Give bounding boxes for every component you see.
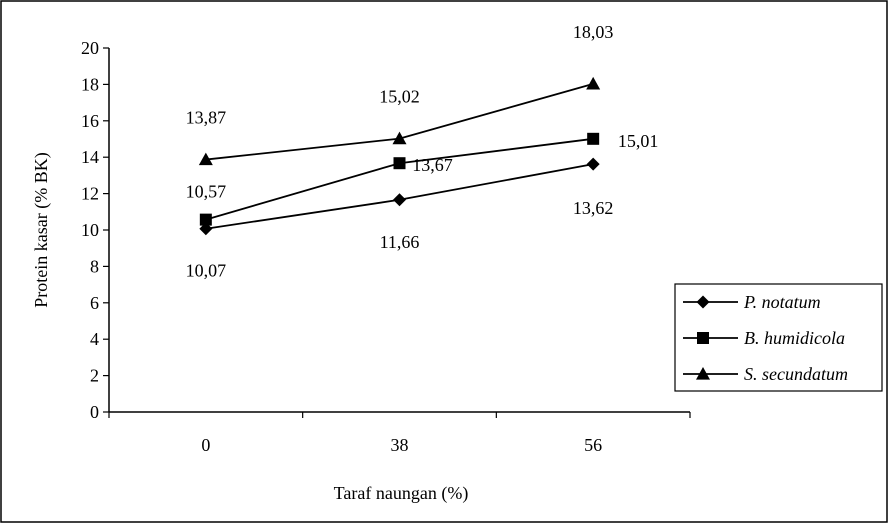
data-label: 10,07 [186,261,227,281]
legend: P. notatum B. humidicola S. secundatum [674,283,883,392]
data-labels: 10,07 11,66 13,62 10,57 13,67 15,01 13,87 15,02… [186,22,659,281]
x-tick-label: 38 [391,435,409,455]
legend-label: B. humidicola [744,328,845,348]
legend-label: P. notatum [743,292,821,312]
y-tick-label: 6 [90,293,99,313]
data-point-1-0 [199,213,212,226]
y-axis-ticks: 0 2 4 6 8 10 12 14 16 18 20 [81,38,109,422]
legend-marker [697,332,709,344]
y-tick-label: 18 [81,74,99,94]
data-label: 10,57 [186,182,227,202]
data-label: 11,66 [380,232,420,252]
x-tick-label: 0 [201,435,210,455]
data-point-2-0 [198,152,213,166]
data-label: 13,87 [186,108,227,128]
data-point-0-2 [586,157,600,171]
y-axis-title: Protein kasar (% BK) [31,152,52,307]
x-tick-label: 56 [584,435,602,455]
legend-marker [696,367,710,380]
data-point-2-2 [586,76,601,90]
data-label: 18,03 [573,22,614,42]
y-tick-label: 20 [81,38,99,58]
y-tick-label: 2 [90,366,99,386]
x-axis-ticks: 0 38 56 [108,412,691,455]
y-tick-label: 14 [81,147,99,167]
data-label: 15,01 [618,131,659,151]
y-tick-label: 0 [90,402,99,422]
legend-marker [696,295,710,309]
data-point-1-1 [393,157,406,170]
y-tick-label: 16 [81,111,99,131]
data-point-2-1 [392,131,407,145]
data-point-1-2 [587,132,600,145]
legend-label: S. secundatum [744,364,848,384]
data-point-0-1 [393,193,406,207]
x-axis-title: Taraf naungan (%) [334,483,469,504]
y-tick-label: 8 [90,256,99,276]
data-label: 13,62 [573,198,614,218]
series-markers [198,76,601,236]
y-tick-label: 12 [81,184,99,204]
data-label: 15,02 [379,87,420,107]
y-tick-label: 10 [81,220,99,240]
y-tick-label: 4 [90,329,99,349]
data-label: 13,67 [412,155,453,175]
